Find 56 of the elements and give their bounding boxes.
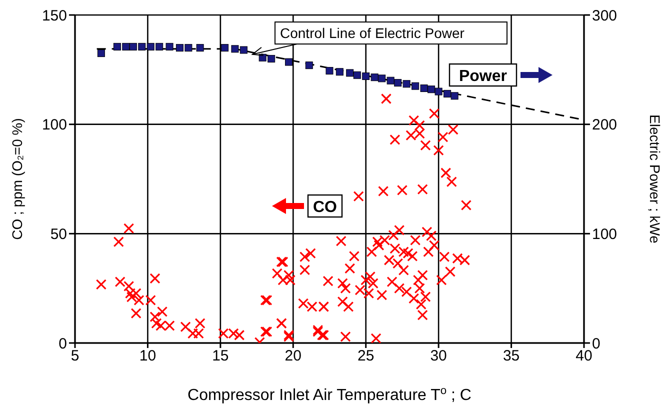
point <box>336 68 344 76</box>
legend-label: CO <box>313 199 337 216</box>
x-tick-label: 20 <box>284 348 302 365</box>
y-tick-label: 0 <box>58 335 67 352</box>
point <box>362 72 370 80</box>
point <box>420 84 428 92</box>
point <box>353 71 361 79</box>
point <box>138 42 146 50</box>
y2-tick-label: 0 <box>592 335 600 352</box>
y2-tick-label: 300 <box>592 7 618 24</box>
x-tick-label: 10 <box>139 348 156 365</box>
point <box>326 67 334 75</box>
point <box>240 46 248 54</box>
point <box>378 74 386 82</box>
y2-tick-label: 200 <box>592 116 618 134</box>
x-tick-label: 40 <box>576 348 592 365</box>
x-tick-label: 30 <box>430 348 447 365</box>
point <box>176 44 184 52</box>
point <box>97 50 105 58</box>
point <box>221 44 229 52</box>
point <box>412 82 420 90</box>
x-tick-label: 35 <box>502 348 520 365</box>
point <box>444 90 452 98</box>
y-axis-title: CO ; ppm (O₂=0 %) <box>9 118 25 240</box>
point <box>450 92 458 100</box>
y2-axis-title: Electric Power ; kWe <box>647 114 663 244</box>
point <box>428 86 436 94</box>
point <box>386 76 394 84</box>
point <box>113 42 121 50</box>
x-tick-label: 15 <box>212 348 229 365</box>
x-axis-title: Compressor Inlet Air Temperature T$^{o}$ ; C <box>188 385 472 404</box>
y-tick-label: 50 <box>50 226 67 243</box>
point <box>285 58 293 66</box>
y-tick-label: 100 <box>42 116 67 134</box>
point <box>231 45 239 53</box>
point <box>196 44 204 52</box>
point <box>129 42 137 50</box>
point <box>402 80 410 88</box>
x-tick-label: 25 <box>358 348 374 365</box>
point <box>258 54 266 62</box>
point <box>394 79 402 87</box>
point <box>370 74 378 82</box>
point <box>166 42 174 50</box>
series-label: Power <box>458 68 508 85</box>
point <box>346 69 354 77</box>
point <box>146 42 154 50</box>
point <box>268 54 276 62</box>
x-tick-label: 5 <box>70 348 80 365</box>
point <box>156 42 164 50</box>
annotation: Control Line of Electric Power <box>280 25 465 41</box>
point <box>434 88 442 96</box>
y-tick-label: 150 <box>42 7 67 24</box>
point <box>122 42 130 50</box>
point <box>305 62 313 70</box>
y2-tick-label: 100 <box>592 226 618 243</box>
point <box>184 44 192 52</box>
